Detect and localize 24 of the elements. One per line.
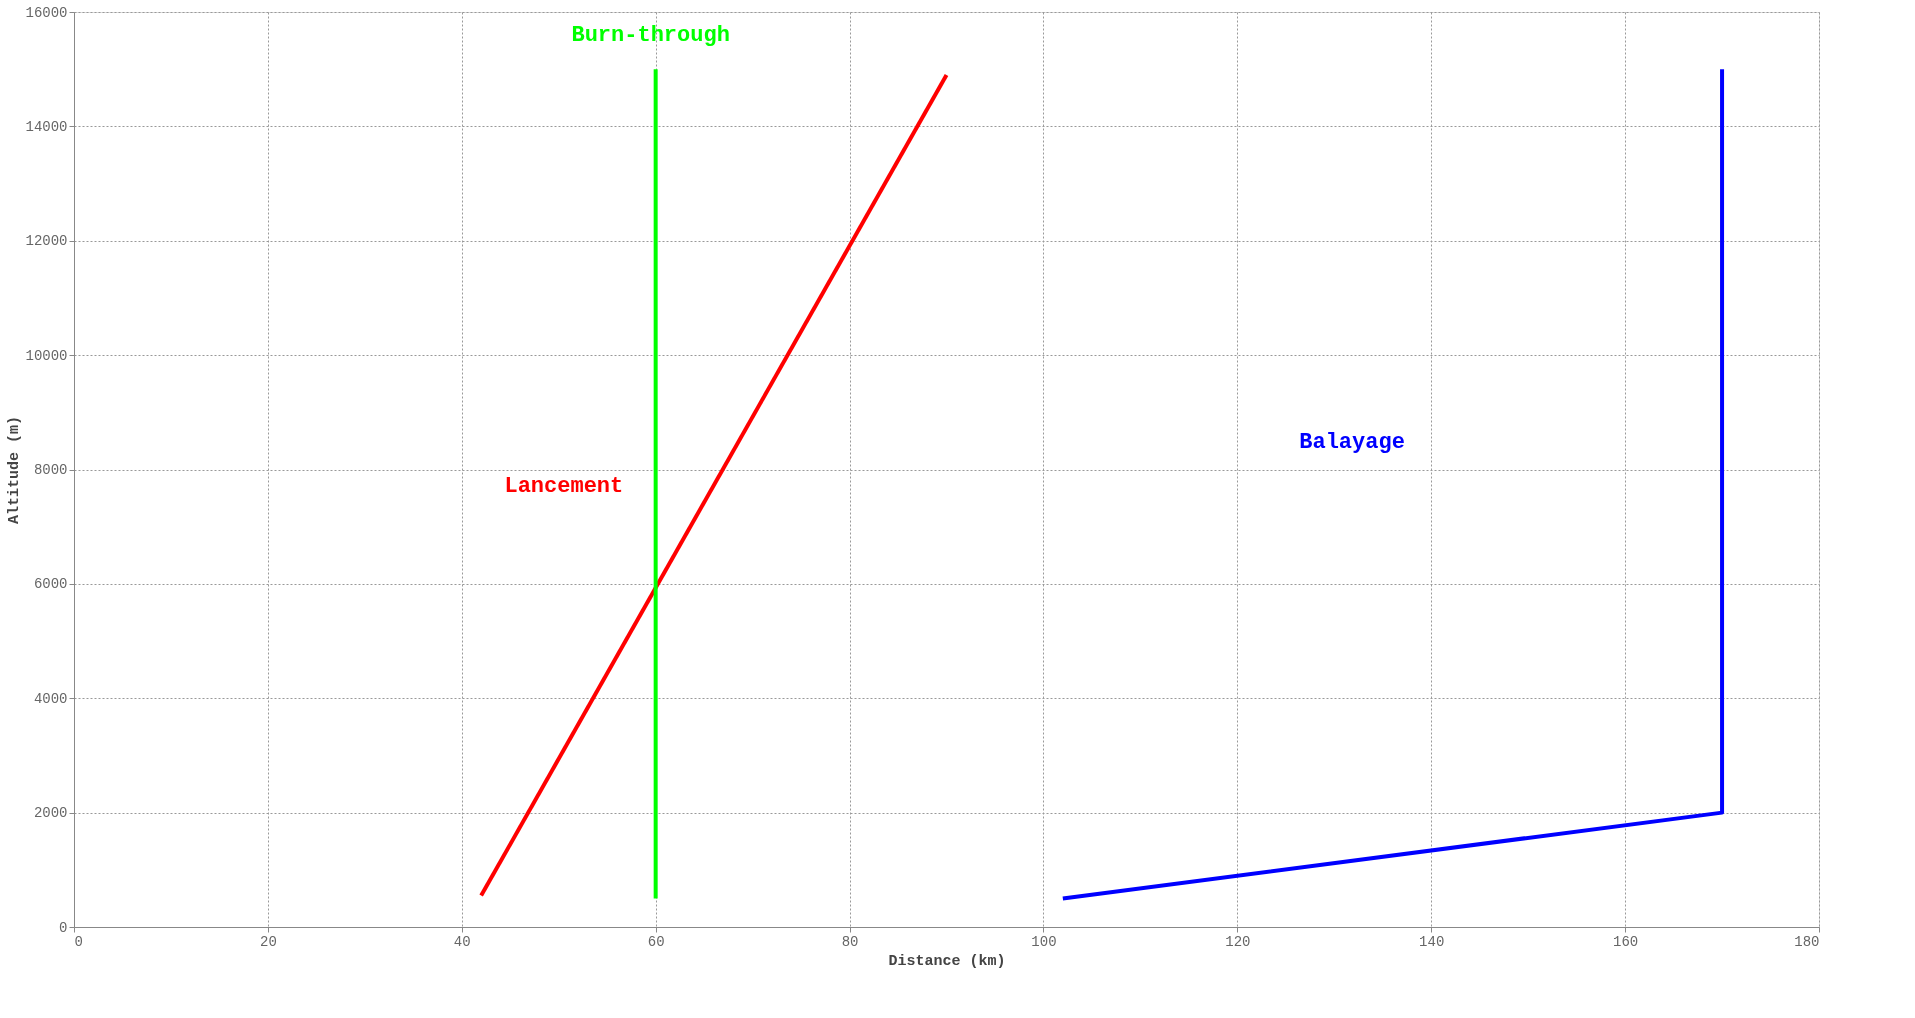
x-tick-label: 20 [259,933,277,950]
x-tick-label: 160 [1613,933,1639,950]
y-tick-label: 14000 [25,118,68,135]
text: Balayage [1299,429,1405,455]
x-tick-label: 0 [74,933,83,950]
series-label: Burn-through [571,23,730,49]
y-tick-label: 4000 [33,690,68,707]
y-tick-label: 6000 [33,576,68,593]
x-tick-label: 40 [453,933,471,950]
y-axis-title: Altitude (m) [6,415,24,525]
x-tick-label: 80 [841,933,859,950]
x-tick-label: 120 [1225,933,1251,950]
y-tick-label: 12000 [25,233,68,250]
x-tick-label: 100 [1031,933,1057,950]
x-tick-label: 180 [1794,933,1820,950]
y-tick-label: 8000 [33,462,68,478]
x-axis-title: Distance (km) [888,952,1006,970]
x-tick-label: 60 [647,933,665,950]
y-tick-label: 16000 [25,4,68,21]
text: Lancement [504,474,624,500]
y-tick-label: 10000 [25,347,68,364]
y-tick-label: 0 [59,919,68,936]
x-tick-label: 140 [1419,933,1445,950]
y-tick-label: 2000 [33,805,68,822]
